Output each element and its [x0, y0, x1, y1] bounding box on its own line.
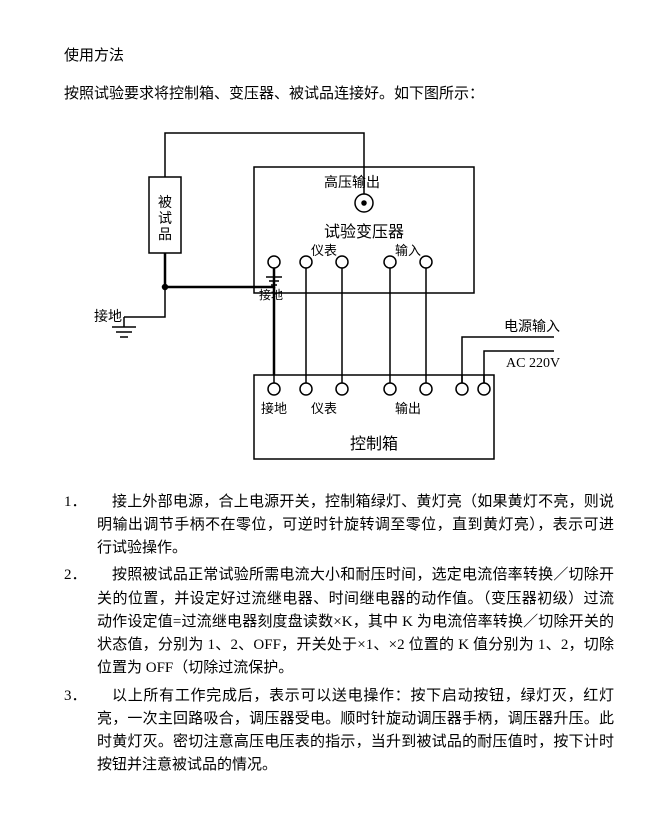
control-meter-label: 仪表 [311, 401, 337, 416]
ground-label: 接地 [94, 308, 122, 325]
control-box-label: 控制箱 [350, 435, 398, 453]
section-heading: 使用方法 [34, 45, 614, 68]
svg-text:被: 被 [158, 195, 172, 211]
svg-text:试: 试 [158, 211, 172, 227]
step-1: 接上外部电源，合上电源开关，控制箱绿灯、黄灯亮（如果黄灯不亮，则说明输出调节手柄… [64, 491, 614, 561]
hv-out-label: 高压输出 [324, 174, 380, 191]
step-1-text: 接上外部电源，合上电源开关，控制箱绿灯、黄灯亮（如果黄灯不亮，则说明输出调节手柄… [97, 491, 614, 561]
step-3-text: 以上所有工作完成后，表示可以送电操作：按下启动按钮，绿灯灭，红灯亮，一次主回路吸… [97, 685, 614, 778]
transformer-ground-label: 接地 [259, 287, 283, 302]
step-3: 以上所有工作完成后，表示可以送电操作：按下启动按钮，绿灯灭，红灯亮，一次主回路吸… [64, 685, 614, 778]
transformer-label: 试验变压器 [324, 223, 404, 241]
transformer-input-label: 输入 [395, 243, 421, 258]
control-output-label: 输出 [395, 401, 421, 416]
step-2: 按照被试品正常试验所需电流大小和耐压时间，选定电流倍率转换／切除开关的位置，并设… [64, 564, 614, 680]
usage-steps: 接上外部电源，合上电源开关，控制箱绿灯、黄灯亮（如果黄灯不亮，则说明输出调节手柄… [64, 491, 614, 778]
transformer-meter-label: 仪表 [311, 243, 337, 258]
ac220v-label: AC 220V [506, 356, 560, 371]
control-ground-label: 接地 [261, 401, 287, 416]
intro-text: 按照试验要求将控制箱、变压器、被试品连接好。如下图所示： [34, 83, 614, 106]
svg-text:品: 品 [158, 228, 172, 243]
wiring-diagram: 被 试 品 接地 试验变压器 高压输出 仪表 输入 [74, 117, 574, 477]
power-input-label: 电源输入 [504, 319, 560, 335]
step-2-text: 按照被试品正常试验所需电流大小和耐压时间，选定电流倍率转换／切除开关的位置，并设… [97, 564, 614, 680]
